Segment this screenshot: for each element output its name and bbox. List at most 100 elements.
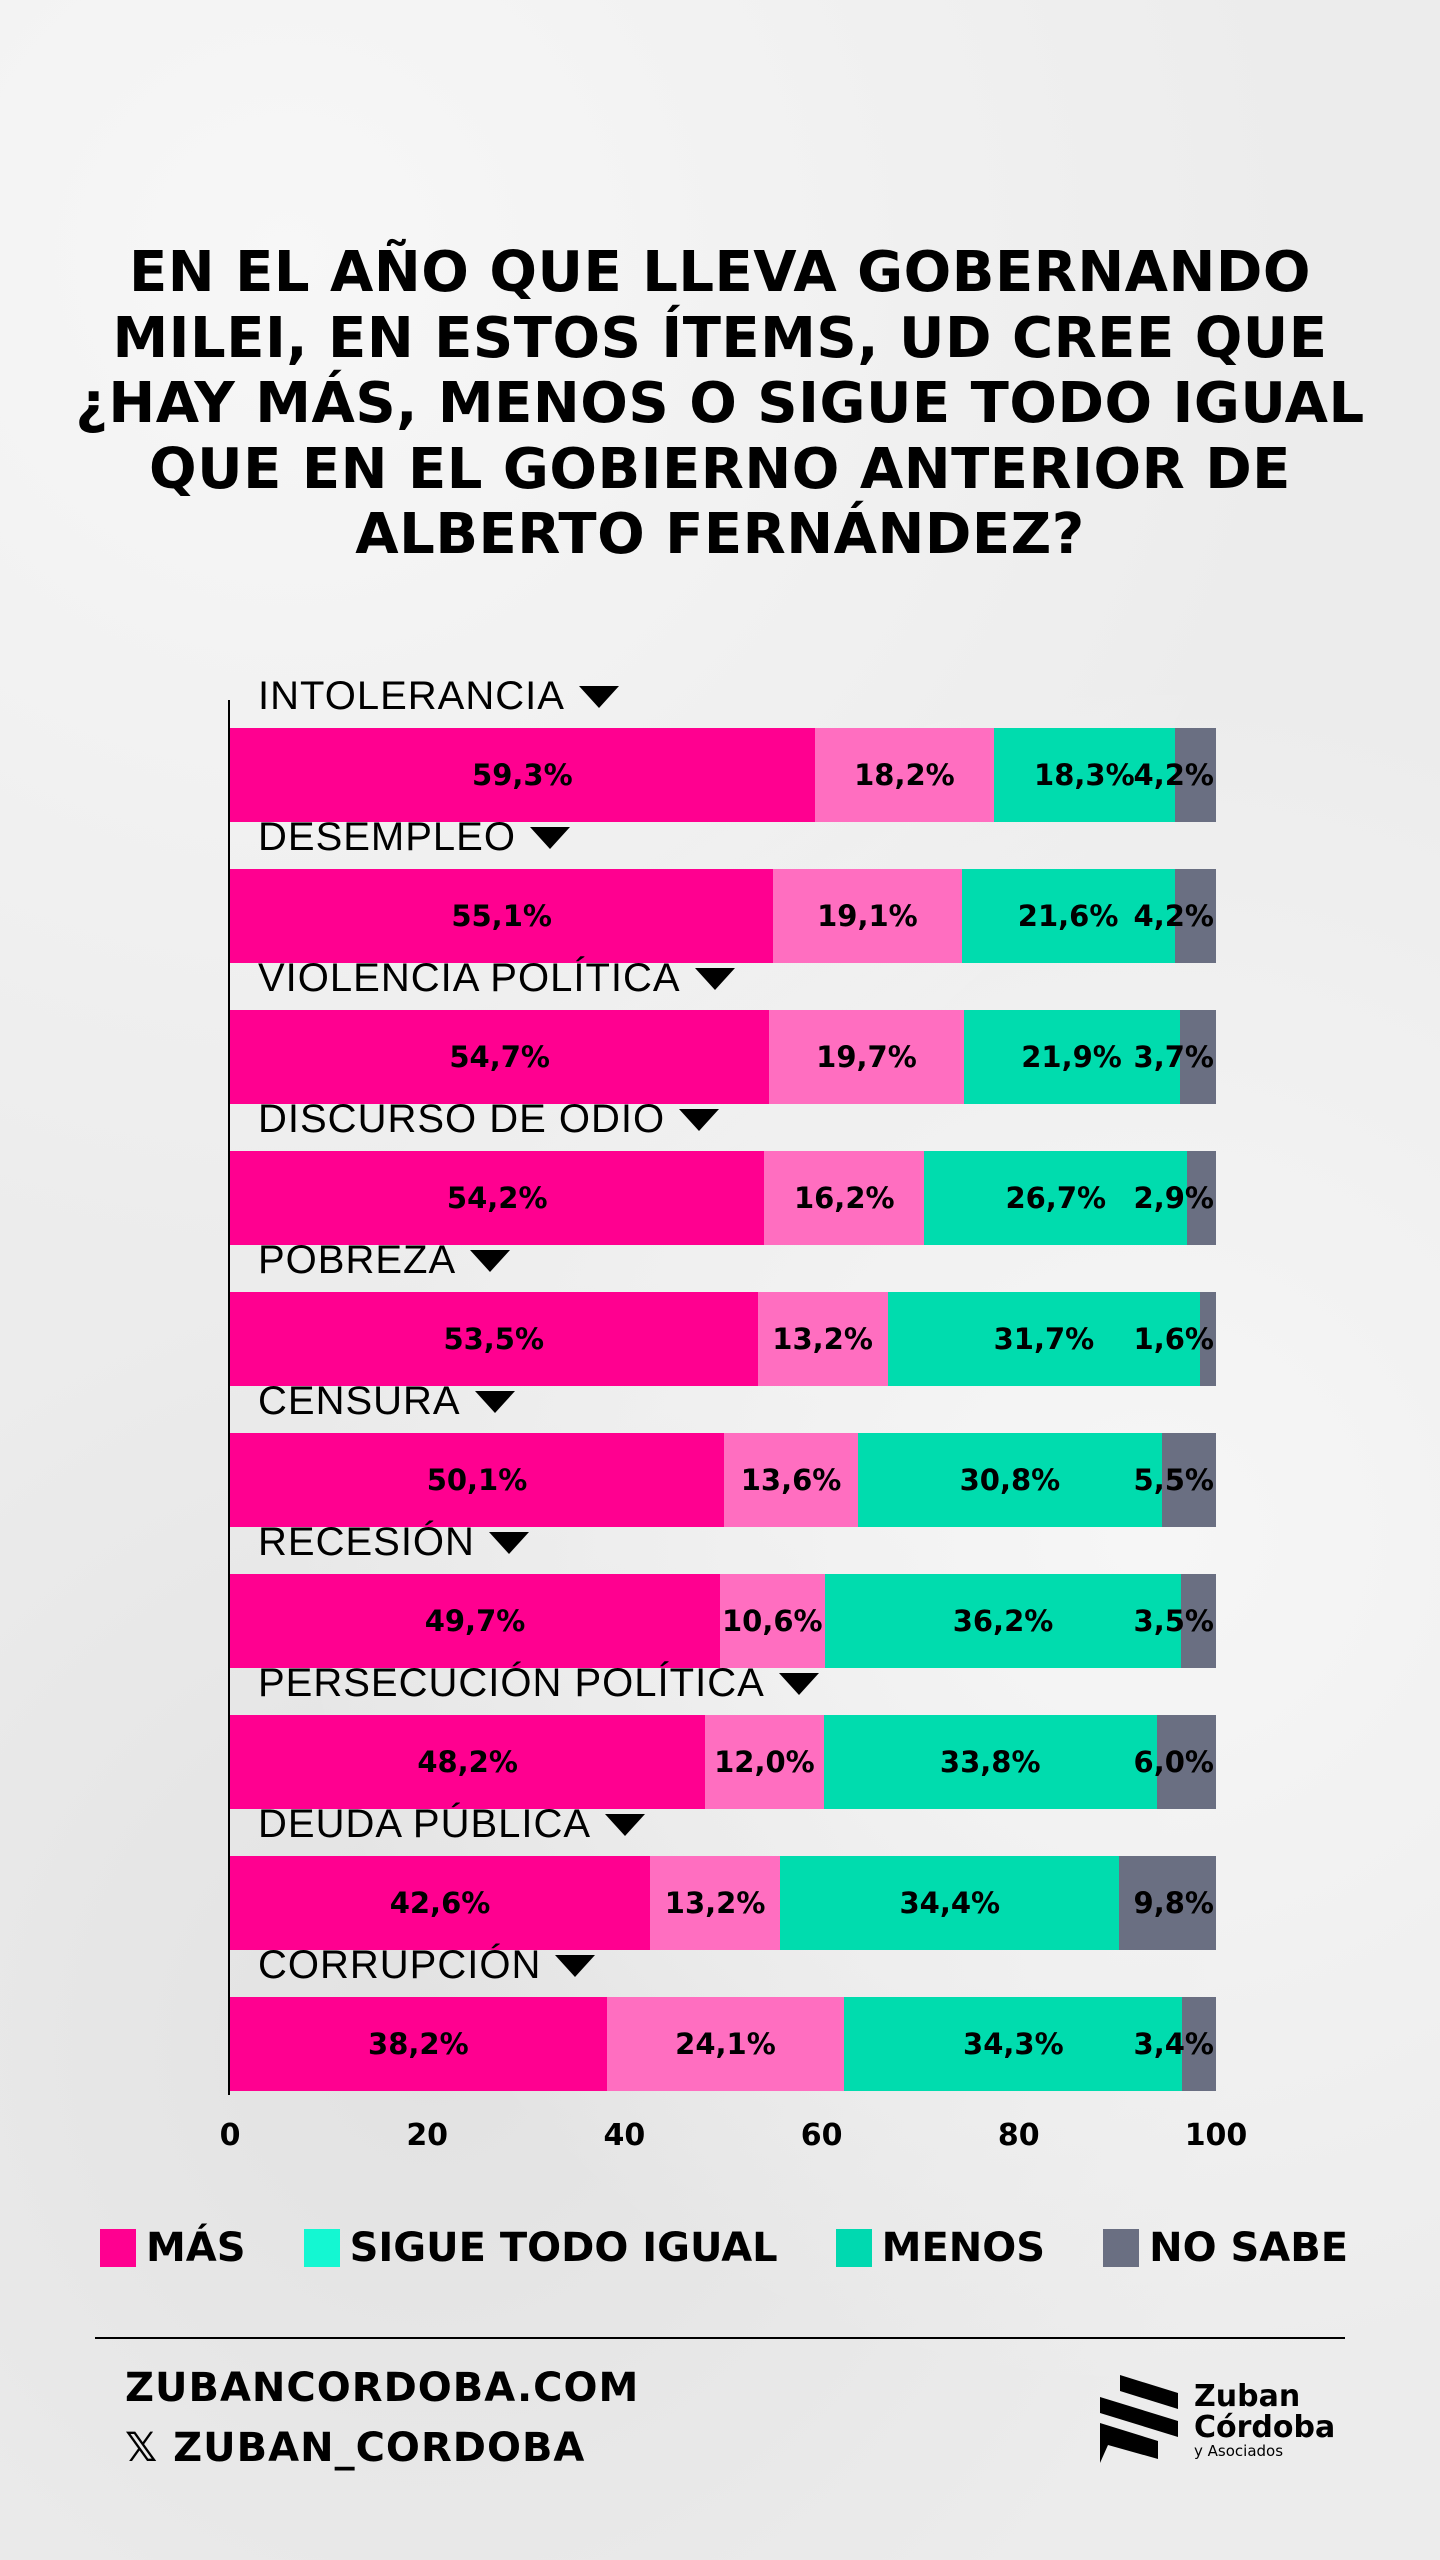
data-label: 3,4% xyxy=(1133,2027,1214,2061)
category-label: DESEMPLEO xyxy=(258,815,570,860)
data-label: 6,0% xyxy=(1133,1745,1214,1779)
legend-item: SIGUE TODO IGUAL xyxy=(303,2225,778,2271)
data-label: 34,3% xyxy=(963,2027,1064,2061)
data-label: 1,6% xyxy=(1133,1322,1214,1356)
stacked-bar-chart: INTOLERANCIA 59,3% 18,2% 18,3% 4,2% DESEMPLEO… xyxy=(220,674,1248,2153)
x-tick-label: 40 xyxy=(603,2118,646,2153)
legend-item: NO SABE xyxy=(1103,2225,1348,2271)
bar-segment: 33,8% xyxy=(823,1715,1157,1809)
bar-segment: 34,4% xyxy=(780,1856,1120,1950)
legend-label: NO SABE xyxy=(1149,2225,1349,2271)
data-label: 24,1% xyxy=(675,2027,776,2061)
y-axis-line xyxy=(228,700,230,2095)
bar-segment: 4,2% xyxy=(1134,869,1216,963)
data-label: 33,8% xyxy=(939,1745,1041,1779)
bar-segment: 10,6% xyxy=(720,1574,825,1668)
bar-segment: 19,7% xyxy=(769,1010,964,1104)
down-triangle-icon xyxy=(470,1249,511,1272)
x-tick-label: 100 xyxy=(1184,2118,1248,2153)
data-label: 19,7% xyxy=(816,1040,917,1074)
bar-segment: 54,2% xyxy=(230,1151,765,1245)
data-label: 30,8% xyxy=(959,1463,1061,1497)
data-label: 19,1% xyxy=(817,899,918,933)
bar-segment: 48,2% xyxy=(230,1715,706,1809)
down-triangle-icon xyxy=(778,1672,819,1695)
bar-segment: 16,2% xyxy=(764,1151,925,1245)
logo-stripes-icon xyxy=(1100,2375,1178,2463)
bar-segment: 3,5% xyxy=(1134,1574,1216,1668)
down-triangle-icon xyxy=(474,1390,515,1413)
data-label: 34,4% xyxy=(899,1886,1001,1920)
bar-segment: 18,2% xyxy=(814,728,995,822)
category-text: RECESIÓN xyxy=(258,1520,475,1564)
data-label: 18,2% xyxy=(854,758,955,792)
category-label: RECESIÓN xyxy=(258,1520,529,1565)
category-text: PERSECUCIÓN POLÍTICA xyxy=(258,1661,765,1705)
category-label: CENSURA xyxy=(258,1379,515,1424)
x-tick-label: 60 xyxy=(800,2118,843,2153)
down-triangle-icon xyxy=(605,1813,646,1836)
data-label: 55,1% xyxy=(451,899,552,933)
data-label: 13,2% xyxy=(772,1322,873,1356)
bar-segment: 59,3% xyxy=(230,728,815,822)
bar-segment: 9,8% xyxy=(1119,1856,1216,1950)
bar-segment: 13,2% xyxy=(757,1292,888,1386)
data-label: 59,3% xyxy=(472,758,573,792)
category-label: POBREZA xyxy=(258,1238,511,1283)
bar-segment: 4,2% xyxy=(1134,728,1216,822)
category-text: CENSURA xyxy=(258,1379,461,1423)
data-label: 13,2% xyxy=(664,1886,766,1920)
data-label: 12,0% xyxy=(714,1745,815,1779)
bar-segment: 31,7% xyxy=(887,1292,1201,1386)
website-text: ZUBANCORDOBA.COM xyxy=(125,2365,640,2411)
data-label: 48,2% xyxy=(417,1745,518,1779)
bar-segment: 34,3% xyxy=(844,1997,1183,2091)
data-label: 50,1% xyxy=(426,1463,528,1497)
category-label: PERSECUCIÓN POLÍTICA xyxy=(258,1661,819,1706)
down-triangle-icon xyxy=(694,967,735,990)
data-label: 53,5% xyxy=(443,1322,545,1356)
bar-segment: 54,7% xyxy=(230,1010,770,1104)
company-logo: Zuban Córdoba y Asociados xyxy=(1100,2375,1335,2465)
data-label: 4,2% xyxy=(1133,758,1214,792)
bar-segment: 49,7% xyxy=(230,1574,721,1668)
x-logo-icon: 𝕏 xyxy=(125,2425,159,2471)
data-label: 2,9% xyxy=(1133,1181,1214,1215)
data-label: 38,2% xyxy=(368,2027,469,2061)
data-label: 10,6% xyxy=(721,1604,823,1638)
category-label: VIOLENCIA POLÍTICA xyxy=(258,956,735,1001)
bar-segment: 18,3% xyxy=(994,728,1175,822)
bar-segment: 2,9% xyxy=(1134,1151,1216,1245)
category-text: CORRUPCIÓN xyxy=(258,1943,542,1987)
down-triangle-icon xyxy=(578,685,619,708)
bar-segment: 24,1% xyxy=(606,1997,845,2091)
bar-segment: 1,6% xyxy=(1134,1292,1216,1386)
x-tick-label: 80 xyxy=(997,2118,1040,2153)
divider xyxy=(95,2337,1345,2339)
bar-segment: 30,8% xyxy=(858,1433,1162,1527)
logo-line3: y Asociados xyxy=(1194,2441,1284,2460)
category-text: POBREZA xyxy=(258,1238,457,1282)
data-label: 54,2% xyxy=(446,1181,548,1215)
category-label: CORRUPCIÓN xyxy=(258,1943,596,1988)
bar-segment: 3,4% xyxy=(1134,1997,1216,2091)
data-label: 26,7% xyxy=(1005,1181,1107,1215)
legend-label: MÁS xyxy=(146,2225,246,2271)
bar-segment: 12,0% xyxy=(705,1715,824,1809)
category-text: INTOLERANCIA xyxy=(258,674,565,718)
category-label: DEUDA PÚBLICA xyxy=(258,1802,646,1847)
category-text: VIOLENCIA POLÍTICA xyxy=(258,956,681,1000)
bar-segment: 36,2% xyxy=(824,1574,1182,1668)
legend: MÁS SIGUE TODO IGUAL MENOS NO SABE xyxy=(100,2225,1348,2271)
data-label: 16,2% xyxy=(793,1181,895,1215)
bar-segment: 38,2% xyxy=(230,1997,607,2091)
legend-item: MÁS xyxy=(100,2225,246,2271)
bar-segment: 55,1% xyxy=(230,869,774,963)
data-label: 42,6% xyxy=(389,1886,491,1920)
legend-swatch xyxy=(1103,2229,1140,2267)
bar-segment: 19,1% xyxy=(773,869,962,963)
handle-text: ZUBAN_CORDOBA xyxy=(173,2425,586,2471)
data-label: 13,6% xyxy=(740,1463,842,1497)
data-label: 54,7% xyxy=(449,1040,550,1074)
bar-segment: 13,6% xyxy=(723,1433,859,1527)
